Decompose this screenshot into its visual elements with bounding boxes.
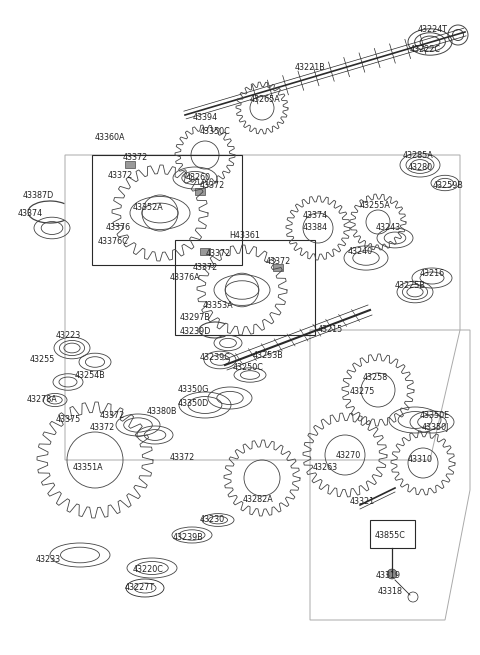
Text: 43394: 43394 — [192, 113, 217, 122]
Text: 43360A: 43360A — [95, 134, 125, 143]
Text: 43258: 43258 — [362, 373, 388, 383]
Text: 43372: 43372 — [108, 172, 132, 181]
Text: 43254B: 43254B — [74, 371, 106, 379]
Text: 43285A: 43285A — [403, 151, 433, 160]
Text: 43376A: 43376A — [170, 274, 200, 282]
Text: 43215: 43215 — [317, 326, 343, 335]
Text: 43318: 43318 — [377, 588, 403, 597]
Text: 43225B: 43225B — [395, 280, 425, 290]
Text: 43239C: 43239C — [200, 354, 230, 362]
Text: 43376C: 43376C — [97, 236, 128, 246]
Text: 43230: 43230 — [199, 515, 225, 525]
Text: 43387D: 43387D — [23, 191, 54, 200]
Text: 43224T: 43224T — [418, 26, 448, 35]
Text: 43239B: 43239B — [173, 534, 204, 542]
Text: 43372: 43372 — [169, 453, 194, 462]
Text: 43259B: 43259B — [432, 181, 463, 189]
Text: 43372: 43372 — [199, 181, 225, 189]
Text: 43372: 43372 — [89, 424, 115, 432]
Text: 43374: 43374 — [17, 210, 43, 219]
Bar — [273, 264, 283, 271]
Text: 43265A: 43265A — [250, 96, 280, 105]
Text: 43250C: 43250C — [233, 364, 264, 373]
Text: 43372: 43372 — [122, 153, 148, 162]
Bar — [175, 240, 315, 335]
Text: 43376: 43376 — [106, 223, 131, 233]
Text: 43221B: 43221B — [295, 64, 325, 73]
Text: 43278A: 43278A — [26, 396, 58, 405]
Text: 43350E: 43350E — [420, 411, 450, 419]
Text: 43375: 43375 — [55, 415, 81, 424]
Text: 43282A: 43282A — [242, 495, 274, 504]
Text: 43384: 43384 — [302, 223, 327, 233]
Text: 43297B: 43297B — [180, 314, 210, 322]
Text: 43372: 43372 — [99, 411, 125, 419]
Text: 43227T: 43227T — [125, 584, 155, 593]
Text: 43352A: 43352A — [132, 204, 163, 212]
Text: 43350D: 43350D — [178, 398, 209, 407]
Bar — [370, 520, 415, 548]
Bar — [200, 248, 210, 255]
Bar — [195, 188, 205, 195]
Text: 43321: 43321 — [349, 498, 374, 506]
Bar — [125, 161, 135, 168]
Circle shape — [387, 569, 397, 579]
Text: 43353A: 43353A — [203, 301, 233, 310]
Text: 43374: 43374 — [302, 210, 327, 219]
Text: 43310: 43310 — [408, 455, 432, 464]
Bar — [92, 155, 242, 265]
Text: 43351A: 43351A — [72, 464, 103, 472]
Text: 43223: 43223 — [55, 331, 81, 339]
Text: H43361: H43361 — [229, 231, 261, 240]
Text: 43350J: 43350J — [421, 424, 449, 432]
Text: 43243: 43243 — [375, 223, 401, 233]
Text: 43319: 43319 — [375, 571, 401, 580]
Text: 43253B: 43253B — [252, 350, 283, 360]
Text: 43372: 43372 — [192, 263, 217, 272]
Text: 43372: 43372 — [205, 248, 230, 257]
Text: 43220C: 43220C — [132, 565, 163, 574]
Text: 43350C: 43350C — [200, 128, 230, 136]
Text: 43222C: 43222C — [409, 45, 441, 54]
Text: 43280: 43280 — [408, 164, 432, 172]
Text: 43855C: 43855C — [374, 531, 406, 540]
Text: 43275: 43275 — [349, 388, 375, 396]
Text: 43380B: 43380B — [147, 407, 177, 417]
Text: 43233: 43233 — [36, 555, 60, 565]
Text: 43372: 43372 — [265, 257, 290, 267]
Text: 43270: 43270 — [336, 451, 360, 460]
Text: 43260: 43260 — [185, 174, 211, 183]
Text: 43216: 43216 — [420, 269, 444, 278]
Text: 43239D: 43239D — [180, 328, 211, 337]
Text: 43255: 43255 — [29, 356, 55, 364]
Text: 43255A: 43255A — [360, 200, 390, 210]
Text: 43240: 43240 — [348, 248, 372, 257]
Text: 43263: 43263 — [312, 464, 337, 472]
Text: 43350G: 43350G — [177, 386, 209, 394]
